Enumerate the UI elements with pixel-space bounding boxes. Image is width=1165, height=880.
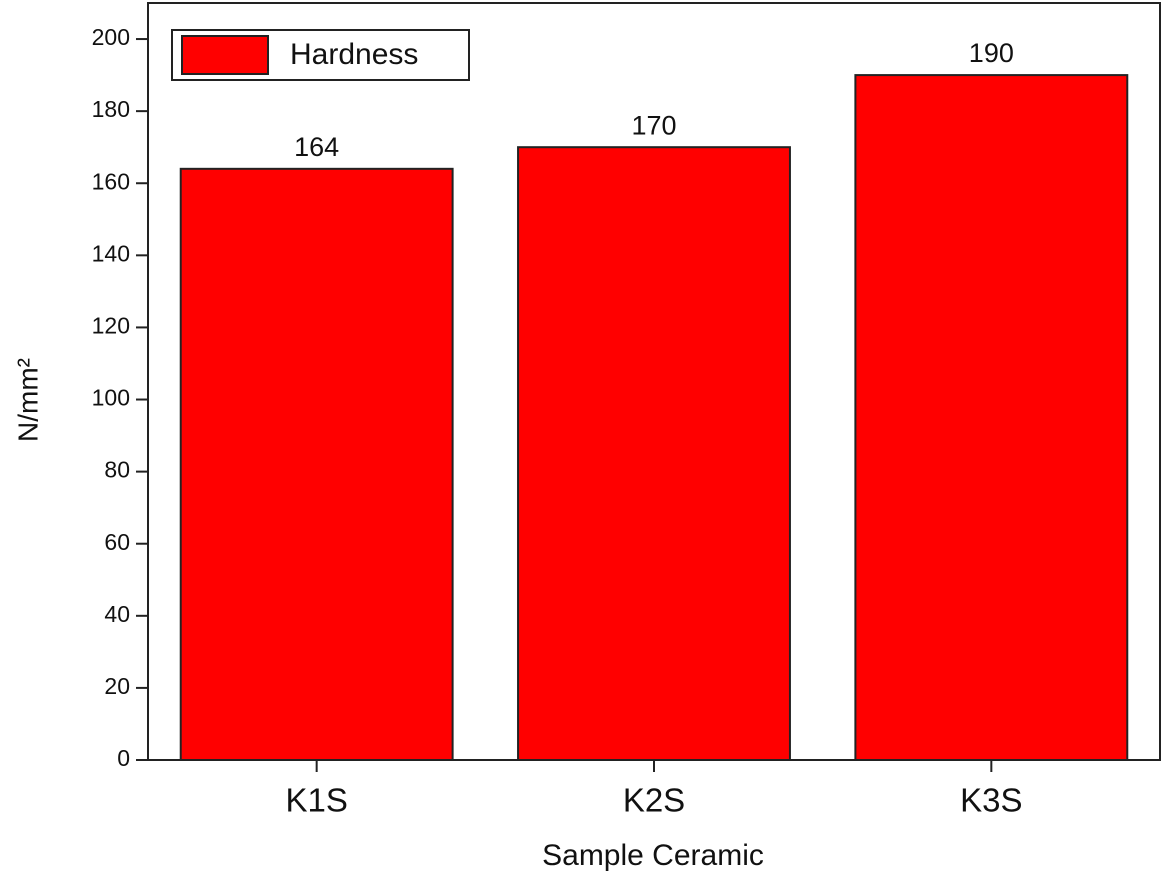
x-tick-label: K3S [960, 782, 1022, 819]
x-axis-title: Sample Ceramic [542, 839, 764, 872]
bar [517, 146, 791, 761]
bar [854, 74, 1129, 762]
x-tick-label: K1S [285, 782, 347, 819]
y-axis-title: N/mm² [12, 358, 43, 442]
x-tick-label: K2S [623, 782, 685, 819]
y-tick-label: 180 [92, 96, 130, 122]
y-tick-label: 40 [104, 601, 130, 627]
y-tick-label: 80 [104, 457, 130, 483]
y-tick-label: 20 [104, 673, 130, 699]
legend-swatch [181, 35, 269, 75]
y-tick-label: 0 [117, 745, 130, 771]
plot-frame [147, 2, 1161, 761]
y-tick-label: 100 [92, 385, 130, 411]
value-label: 164 [294, 132, 339, 162]
value-label: 170 [631, 110, 676, 140]
y-tick-label: 140 [92, 240, 130, 266]
value-label: 190 [969, 38, 1014, 68]
legend-label: Hardness [290, 38, 418, 71]
bar [179, 167, 454, 762]
y-tick-label: 160 [92, 168, 130, 194]
y-tick-label: 200 [92, 24, 130, 50]
y-tick-label: 120 [92, 313, 130, 339]
y-tick-label: 60 [104, 529, 130, 555]
